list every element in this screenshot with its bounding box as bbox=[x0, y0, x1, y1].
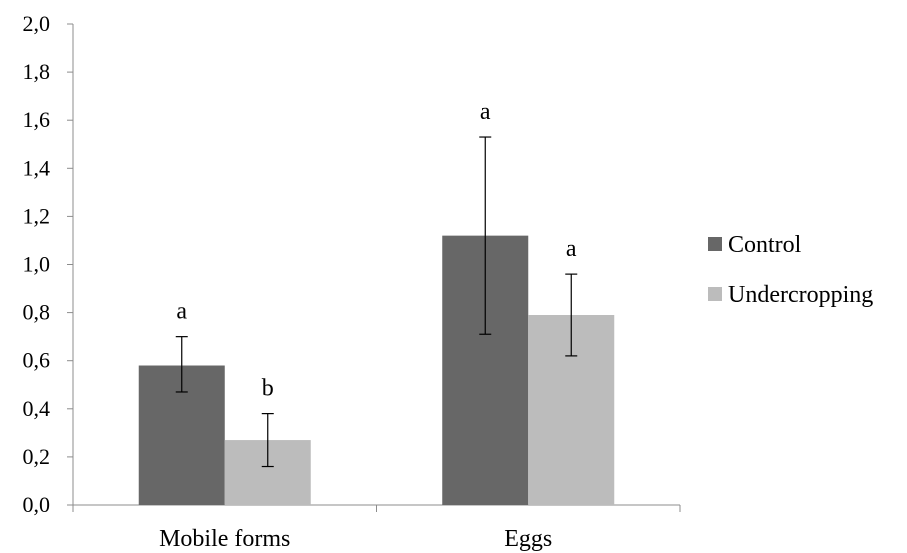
legend: Control Undercropping bbox=[708, 232, 873, 308]
significance-label: a bbox=[480, 99, 491, 125]
legend-label: Control bbox=[728, 232, 802, 258]
legend-label: Undercropping bbox=[728, 282, 873, 308]
significance-label: b bbox=[262, 376, 274, 402]
plot-area: 0,0 0,2 0,4 0,6 0,8 1,0 1,2 1,4 1,6 1,8 2,0 Mobile … bbox=[23, 11, 681, 552]
y-tick-label: 0,2 bbox=[23, 444, 51, 469]
legend-swatch bbox=[708, 237, 722, 251]
y-tick-label: 1,6 bbox=[23, 107, 51, 132]
y-tick-label: 1,8 bbox=[23, 59, 51, 84]
y-tick-label: 0,6 bbox=[23, 348, 51, 373]
x-category-label: Mobile forms bbox=[159, 526, 290, 552]
y-tick-label: 1,0 bbox=[23, 252, 51, 277]
x-category-label: Eggs bbox=[504, 526, 552, 552]
legend-swatch bbox=[708, 287, 722, 301]
y-tick-label: 0,0 bbox=[23, 492, 51, 517]
y-tick-label: 0,8 bbox=[23, 300, 51, 325]
y-tick-label: 1,2 bbox=[23, 203, 51, 228]
significance-label: a bbox=[176, 299, 187, 325]
y-tick-label: 0,4 bbox=[23, 396, 51, 421]
significance-label: a bbox=[566, 236, 577, 262]
y-tick-label: 2,0 bbox=[23, 11, 51, 36]
y-tick-label: 1,4 bbox=[23, 155, 51, 180]
